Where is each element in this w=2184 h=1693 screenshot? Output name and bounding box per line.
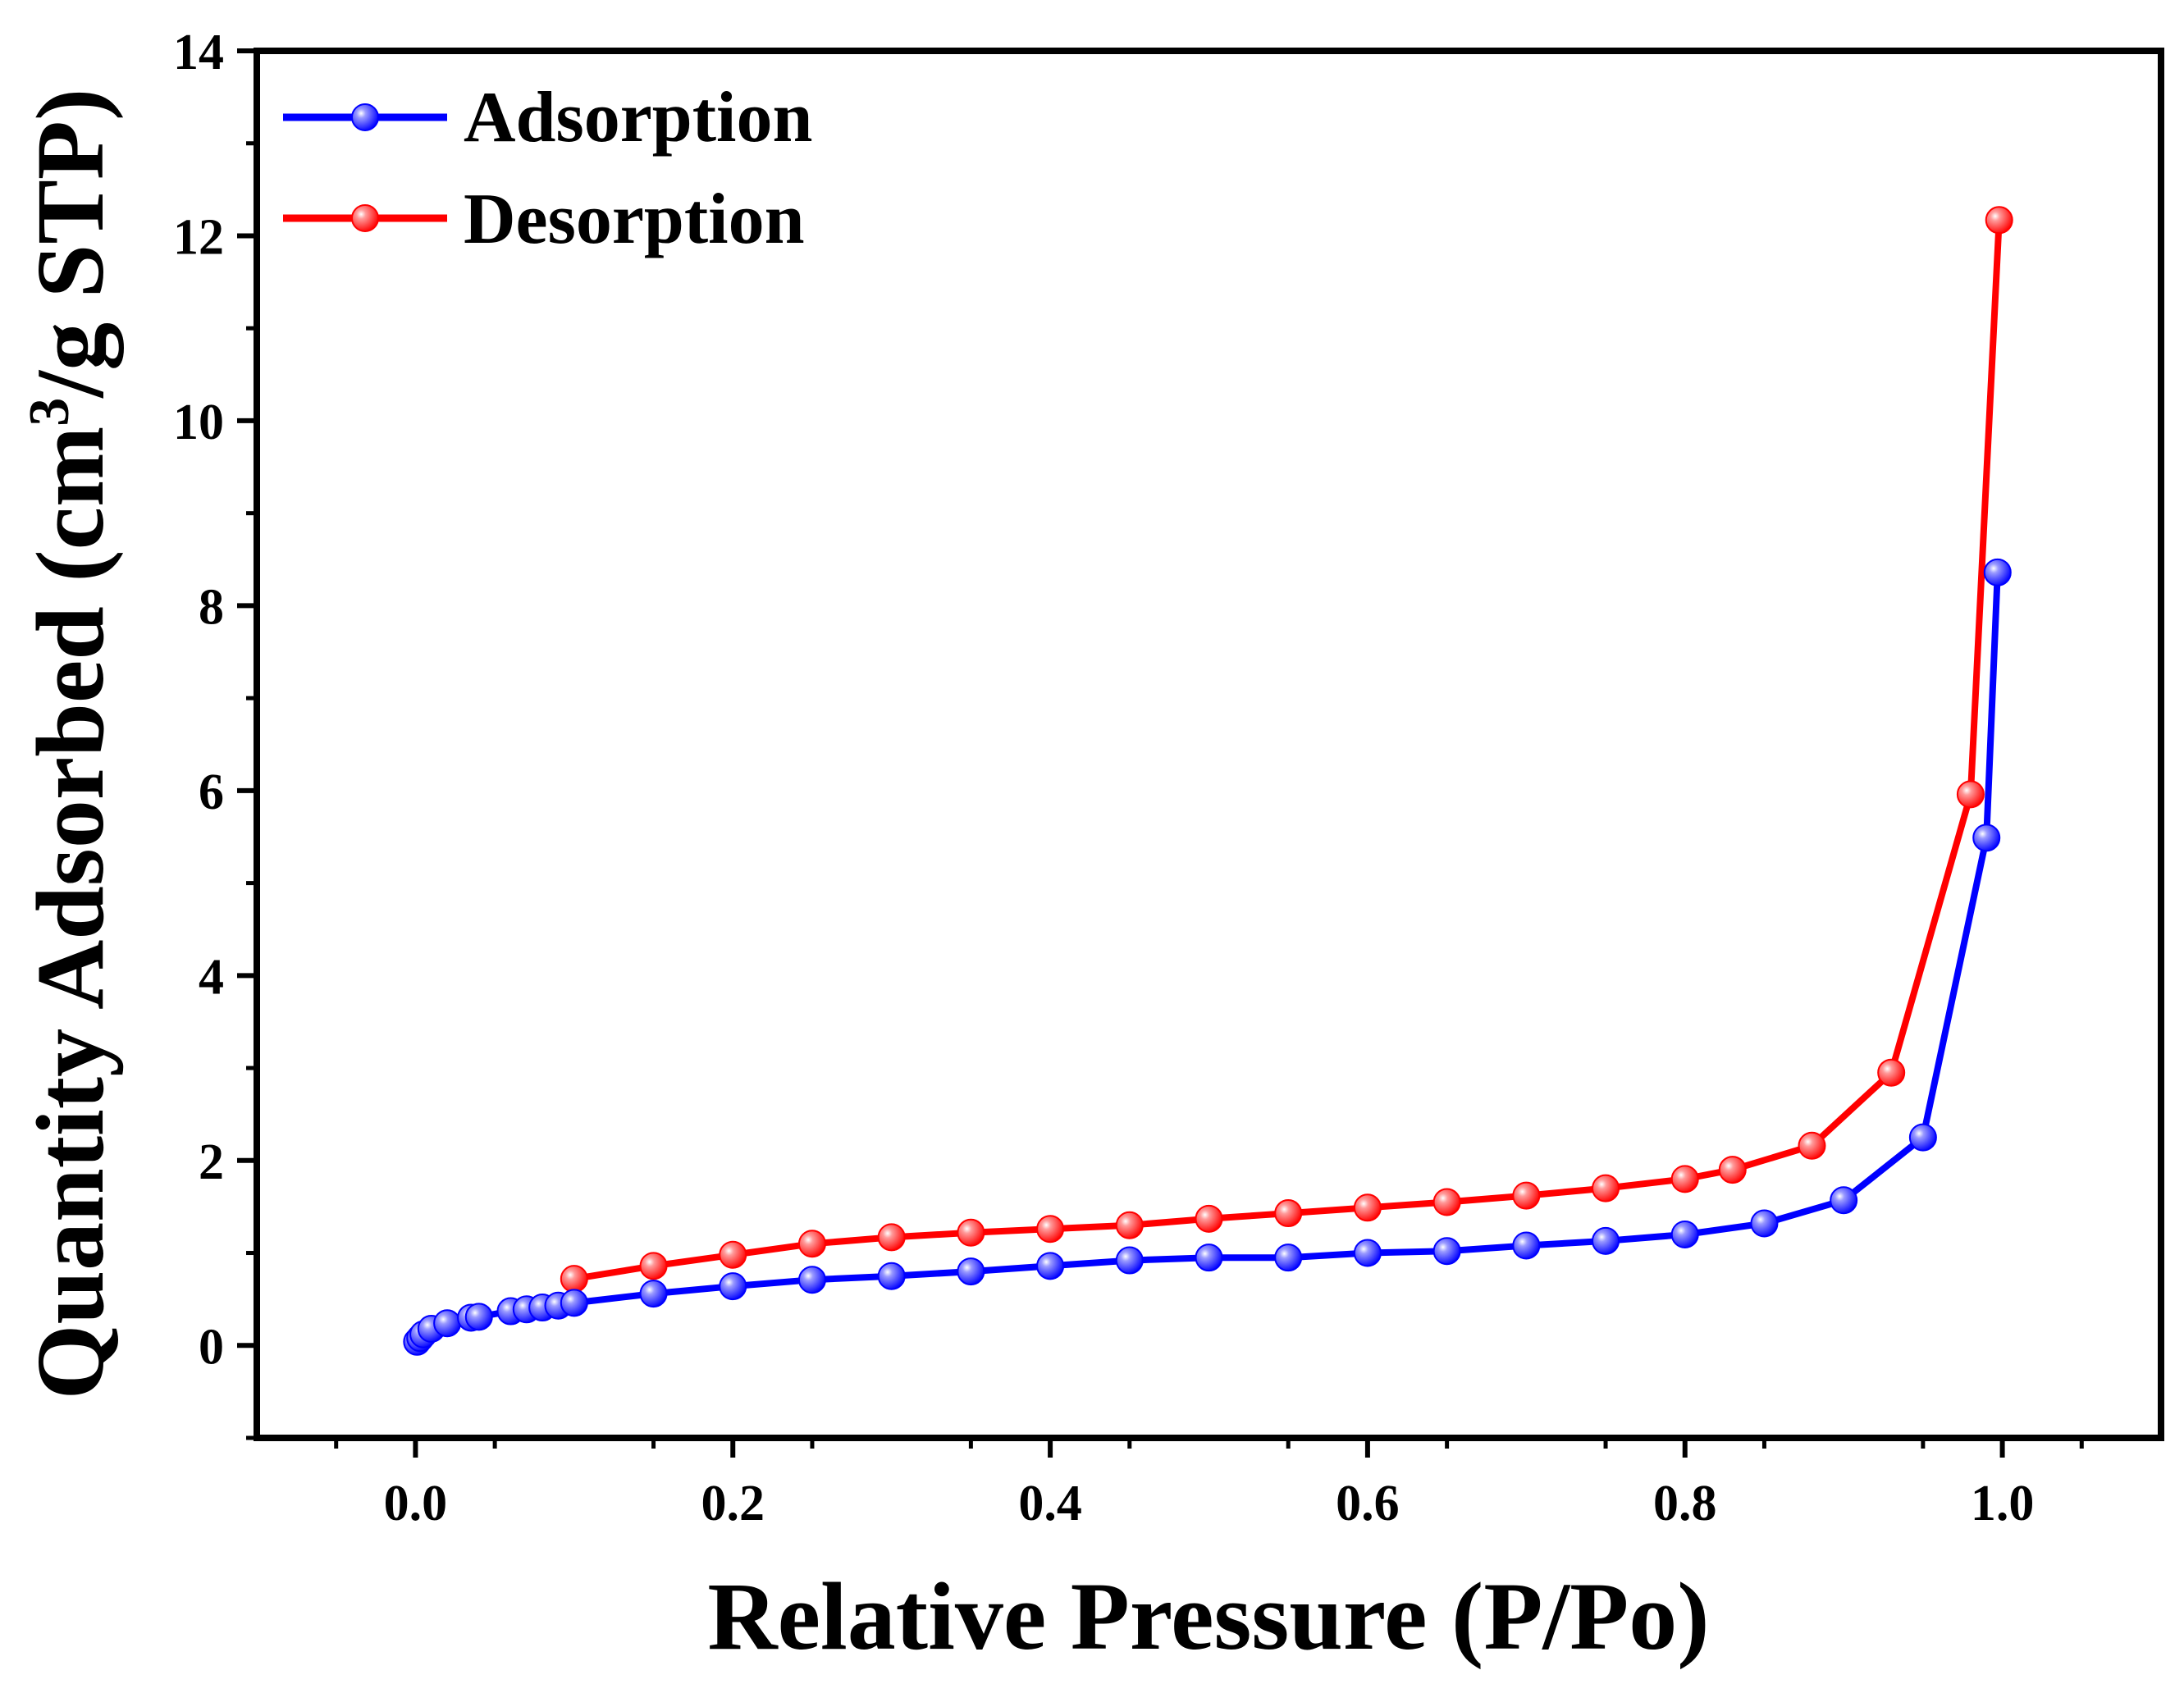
data-point-desorption (1985, 206, 2013, 235)
data-point-adsorption (957, 1257, 985, 1286)
data-point-adsorption (1115, 1246, 1144, 1275)
data-point-desorption (1195, 1204, 1223, 1233)
y-tick-label: 12 (173, 209, 224, 265)
data-point-desorption (957, 1218, 985, 1247)
data-point-adsorption (1353, 1239, 1382, 1267)
legend-label-adsorption: Adsorption (464, 78, 812, 157)
series-line-desorption (573, 220, 2003, 1283)
data-point-desorption (639, 1252, 668, 1280)
data-point-adsorption (464, 1303, 493, 1331)
data-point-desorption (1353, 1193, 1382, 1222)
x-tick-label: 0.4 (1018, 1476, 1082, 1531)
data-point-adsorption (639, 1280, 668, 1308)
x-tick-label: 0.0 (384, 1476, 448, 1531)
legend-item-adsorption: Adsorption (283, 78, 812, 157)
y-tick-label: 4 (199, 949, 224, 1005)
data-point-desorption (1274, 1199, 1303, 1228)
data-point-desorption (1877, 1058, 1906, 1087)
data-point-adsorption (1983, 558, 2012, 586)
legend-marker-desorption (351, 204, 379, 232)
data-point-adsorption (560, 1289, 588, 1317)
data-point-adsorption (877, 1262, 906, 1290)
data-point-desorption (1592, 1174, 1620, 1202)
x-tick-label: 0.2 (701, 1476, 765, 1531)
y-tick-label: 10 (173, 395, 224, 450)
plot-frame (254, 48, 2164, 1441)
legend-marker-adsorption (351, 103, 379, 131)
data-point-adsorption (1195, 1244, 1223, 1272)
legend: Adsorption Desorption (283, 78, 812, 259)
data-point-adsorption (1908, 1123, 1937, 1152)
legend-item-desorption: Desorption (283, 180, 805, 259)
y-axis-title-end: /g STP) (16, 89, 124, 399)
data-point-adsorption (1432, 1237, 1461, 1266)
data-point-desorption (797, 1230, 826, 1258)
data-point-adsorption (1512, 1231, 1541, 1260)
data-point-desorption (1956, 780, 1985, 809)
data-point-desorption (1432, 1188, 1461, 1216)
y-tick-label: 0 (199, 1319, 224, 1375)
data-point-desorption (1115, 1211, 1144, 1239)
data-point-adsorption (1274, 1244, 1303, 1272)
x-tick-label: 1.0 (1971, 1476, 2035, 1531)
data-point-desorption (1036, 1215, 1065, 1244)
data-point-desorption (877, 1223, 906, 1252)
ticks-layer: 0.0 0.2 0.4 0.6 0.8 1.0 0 2 4 6 8 10 12 14 (173, 25, 2084, 1531)
data-point-adsorption (1036, 1252, 1065, 1280)
data-point-desorption (1670, 1165, 1699, 1193)
y-tick-label: 8 (199, 579, 224, 635)
legend-label-desorption: Desorption (464, 180, 805, 259)
data-point-adsorption (1750, 1209, 1779, 1238)
data-point-adsorption (433, 1309, 462, 1338)
data-point-adsorption (1592, 1226, 1620, 1255)
series-adsorption (403, 558, 2012, 1356)
y-tick-label: 6 (199, 764, 224, 820)
data-point-adsorption (1830, 1186, 1858, 1215)
y-axis-title-superscript: 3 (18, 398, 81, 427)
data-point-desorption (1512, 1181, 1541, 1210)
x-axis-title: Relative Pressure (P/Po) (707, 1563, 1709, 1670)
y-axis-title-main: Quantity Adsorbed (cm (16, 427, 124, 1400)
data-point-adsorption (1972, 824, 2001, 852)
data-point-desorption (1718, 1156, 1747, 1184)
series-layer (403, 206, 2013, 1356)
data-point-adsorption (797, 1266, 826, 1294)
series-desorption (560, 206, 2013, 1294)
data-point-desorption (560, 1265, 588, 1294)
x-tick-label: 0.8 (1653, 1476, 1717, 1531)
y-tick-label: 14 (173, 25, 224, 80)
data-point-adsorption (1670, 1220, 1699, 1248)
y-tick-label: 2 (199, 1134, 224, 1190)
data-point-desorption (719, 1240, 747, 1269)
data-point-desorption (1798, 1131, 1826, 1160)
x-tick-label: 0.6 (1336, 1476, 1400, 1531)
data-point-adsorption (719, 1272, 747, 1301)
y-axis-title: Quantity Adsorbed (cm3/g STP) (16, 89, 124, 1400)
